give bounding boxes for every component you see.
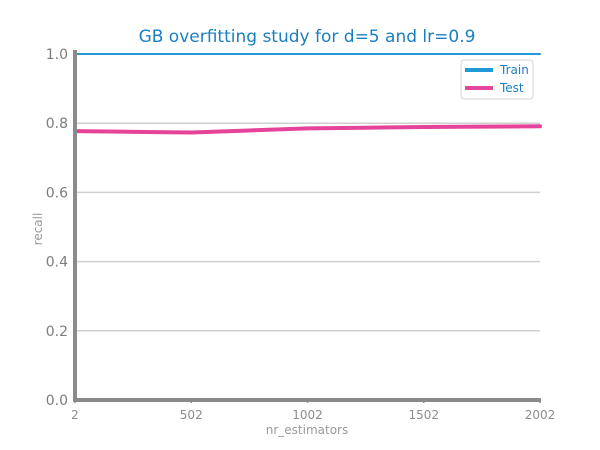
legend-label-test: Test xyxy=(499,81,524,95)
y-tick-label-1: 0.2 xyxy=(46,324,68,340)
y-tick-label-3: 0.6 xyxy=(46,185,68,201)
y-tick-label-2: 0.4 xyxy=(46,255,68,271)
legend: Train Test xyxy=(460,59,534,100)
axes xyxy=(73,50,541,402)
series-layer xyxy=(73,53,542,135)
x-tick-label-4: 2002 xyxy=(525,408,556,422)
y-axis-label: recall xyxy=(31,213,45,246)
y-tick-label-0: 0.0 xyxy=(46,393,68,409)
chart-title: GB overfitting study for d=5 and lr=0.9 xyxy=(139,27,476,47)
ticks: 0.0 0.2 0.4 0.6 0.8 1.0 2 502 1002 1502 2002 xyxy=(46,47,556,422)
legend-label-train: Train xyxy=(499,63,529,77)
y-tick-label-5: 1.0 xyxy=(46,47,68,63)
grid xyxy=(75,53,540,401)
x-axis-label: nr_estimators xyxy=(266,423,349,437)
x-tick-label-3: 1502 xyxy=(408,408,439,422)
y-tick-label-4: 0.8 xyxy=(46,116,68,132)
x-tick-label-0: 2 xyxy=(71,408,79,422)
x-tick-label-2: 1002 xyxy=(292,408,323,422)
x-tick-label-1: 502 xyxy=(180,408,203,422)
series-line-test xyxy=(73,124,542,135)
